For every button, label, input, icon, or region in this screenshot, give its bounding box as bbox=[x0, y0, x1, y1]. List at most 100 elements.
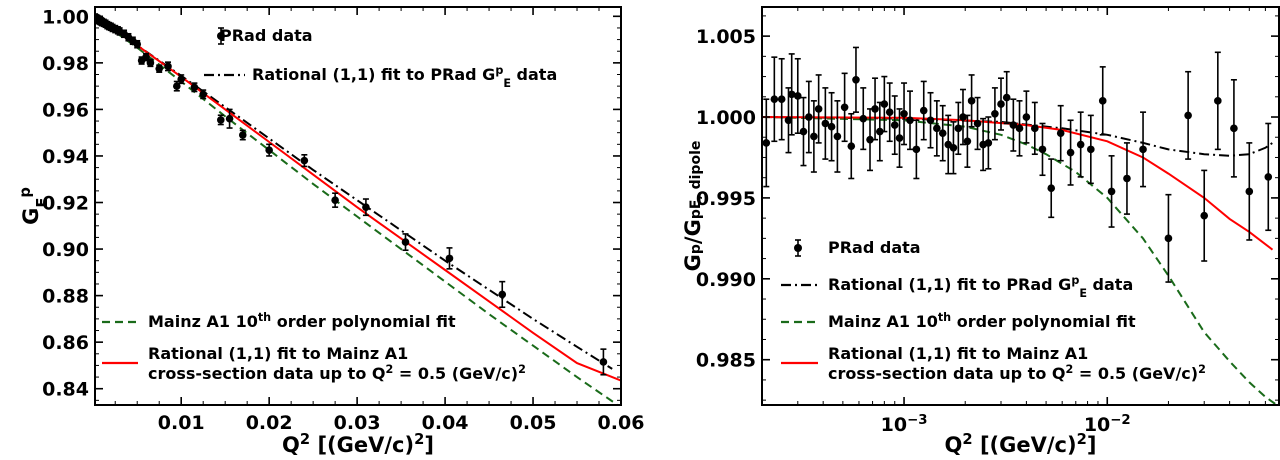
data-point bbox=[177, 74, 186, 85]
data-point bbox=[814, 74, 823, 144]
data-point bbox=[821, 87, 830, 160]
data-point bbox=[1200, 169, 1209, 262]
plot-area-right bbox=[762, 46, 1279, 405]
y-tick-label: 0.92 bbox=[42, 193, 89, 215]
legend-left: PRad data Rational (1,1) fit to PRad GpE … bbox=[102, 26, 557, 383]
x-tick-label: 10−2 bbox=[1084, 413, 1131, 437]
data-point bbox=[777, 57, 786, 141]
data-point bbox=[871, 77, 879, 141]
data-point bbox=[445, 247, 454, 270]
y-tick-label: 0.90 bbox=[42, 239, 89, 261]
data-point bbox=[973, 96, 982, 151]
fit-line-solid-right bbox=[762, 116, 1274, 251]
y-tick-label: 1.005 bbox=[696, 26, 756, 48]
data-point bbox=[216, 114, 225, 126]
data-point bbox=[238, 129, 247, 141]
x-axis-label: Q2 [(GeV/c)2] bbox=[282, 431, 434, 458]
data-point bbox=[1184, 70, 1192, 160]
data-point bbox=[787, 53, 796, 136]
data-point bbox=[926, 91, 935, 149]
data-point bbox=[847, 112, 856, 180]
data-point bbox=[331, 192, 339, 208]
data-point bbox=[1164, 193, 1173, 283]
y-tick-label: 0.98 bbox=[42, 53, 89, 75]
data-point bbox=[1056, 104, 1065, 162]
data-point bbox=[190, 82, 199, 93]
data-point bbox=[1066, 119, 1075, 186]
data-point bbox=[805, 80, 813, 154]
data-point bbox=[833, 100, 842, 173]
data-point bbox=[852, 46, 860, 113]
data-point bbox=[1214, 51, 1222, 151]
data-point bbox=[933, 100, 941, 157]
data-point bbox=[963, 114, 972, 168]
legend-label-line2: cross-section data up to Q2 = 0.5 (GeV/c… bbox=[828, 363, 1206, 384]
legend-right: PRad data Rational (1,1) fit to PRad GpE … bbox=[781, 238, 1206, 383]
legend-label: Rational (1,1) fit to Mainz A1 bbox=[828, 344, 1088, 363]
data-point bbox=[979, 117, 987, 172]
x-tick-label: 0.04 bbox=[422, 412, 469, 434]
data-point bbox=[954, 101, 963, 156]
data-point bbox=[938, 104, 947, 162]
y-tick-label: 0.86 bbox=[42, 332, 89, 354]
data-point bbox=[225, 108, 234, 129]
data-point bbox=[362, 198, 370, 217]
data-point bbox=[146, 58, 155, 68]
data-point bbox=[1002, 70, 1011, 125]
y-tick-label: 0.990 bbox=[696, 269, 756, 291]
data-point bbox=[1076, 111, 1085, 178]
data-point bbox=[498, 280, 507, 309]
data-point bbox=[1123, 142, 1131, 215]
axes-frame-left bbox=[94, 6, 622, 406]
data-point bbox=[959, 88, 967, 146]
x-axis-label: Q2 [(GeV/c)2] bbox=[945, 431, 1097, 458]
data-point bbox=[1009, 98, 1018, 152]
y-tick-label: 0.84 bbox=[42, 379, 89, 401]
y-axis-label: Gp/GpE, dipole bbox=[681, 141, 705, 272]
data-point bbox=[155, 64, 164, 73]
data-point bbox=[1098, 66, 1107, 136]
x-tick-label: 0.01 bbox=[158, 412, 205, 434]
data-point bbox=[1031, 101, 1039, 156]
data-point bbox=[1245, 142, 1254, 241]
panel-left: 0.84 0.86 0.88 0.90 0.92 0.94 0.96 0.98 1.00 0.01… bbox=[17, 6, 645, 458]
data-point bbox=[762, 98, 771, 188]
x-tick-label: 0.03 bbox=[334, 412, 381, 434]
data-point bbox=[164, 61, 172, 72]
data-point bbox=[799, 96, 808, 167]
data-point bbox=[793, 57, 802, 134]
data-point bbox=[906, 90, 914, 151]
data-point bbox=[1022, 90, 1031, 144]
data-point bbox=[895, 108, 904, 168]
legend-label-line2: cross-section data up to Q2 = 0.5 (GeV/c… bbox=[148, 363, 526, 384]
y-axis-label: GEp bbox=[17, 187, 51, 225]
legend-label: PRad data bbox=[220, 26, 313, 45]
axes-frame-right bbox=[761, 6, 1280, 406]
data-point bbox=[840, 72, 849, 143]
data-point bbox=[984, 116, 993, 170]
y-tick-label: 0.995 bbox=[696, 188, 756, 210]
data-point bbox=[900, 82, 908, 146]
legend-label: Mainz A1 10th order polynomial fit bbox=[828, 311, 1136, 332]
data-point bbox=[770, 56, 779, 143]
data-point bbox=[265, 143, 273, 157]
data-point bbox=[133, 39, 142, 49]
x-tick-label: 0.06 bbox=[598, 412, 645, 434]
y-tick-label: 0.88 bbox=[42, 286, 89, 308]
legend-label: Mainz A1 10th order polynomial fit bbox=[148, 311, 456, 332]
data-point bbox=[967, 74, 976, 128]
x-tick-label: 0.02 bbox=[246, 412, 293, 434]
data-point bbox=[1087, 114, 1095, 185]
data-point bbox=[997, 77, 1005, 131]
plot-area-left bbox=[95, 13, 621, 405]
y-tick-label: 1.00 bbox=[42, 6, 89, 28]
legend-label: Rational (1,1) fit to PRad GpE data bbox=[828, 274, 1133, 300]
y-tick-label: 0.985 bbox=[696, 350, 756, 372]
data-point bbox=[300, 153, 309, 168]
y-tick-label: 0.96 bbox=[42, 99, 89, 121]
data-point bbox=[810, 100, 818, 173]
data-point bbox=[890, 95, 899, 156]
data-point bbox=[1107, 155, 1116, 228]
data-point bbox=[1264, 122, 1273, 232]
